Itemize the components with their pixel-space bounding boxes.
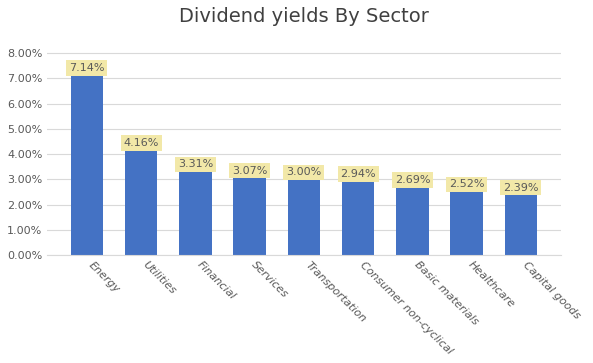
Text: 3.00%: 3.00%: [286, 167, 321, 177]
Text: 2.52%: 2.52%: [449, 179, 484, 189]
Text: 4.16%: 4.16%: [123, 138, 159, 148]
Bar: [233, 178, 266, 255]
Text: 3.07%: 3.07%: [232, 166, 267, 176]
Text: 2.94%: 2.94%: [340, 169, 376, 179]
Bar: [179, 171, 212, 255]
Text: 2.39%: 2.39%: [503, 183, 538, 193]
Text: 3.31%: 3.31%: [178, 159, 213, 170]
Bar: [125, 150, 157, 255]
Bar: [288, 179, 320, 255]
Text: 2.69%: 2.69%: [394, 175, 430, 185]
Bar: [505, 195, 537, 255]
Title: Dividend yields By Sector: Dividend yields By Sector: [179, 7, 429, 26]
Bar: [342, 181, 374, 255]
Bar: [396, 187, 429, 255]
Bar: [71, 75, 103, 255]
Text: 7.14%: 7.14%: [69, 63, 104, 73]
Bar: [450, 191, 483, 255]
